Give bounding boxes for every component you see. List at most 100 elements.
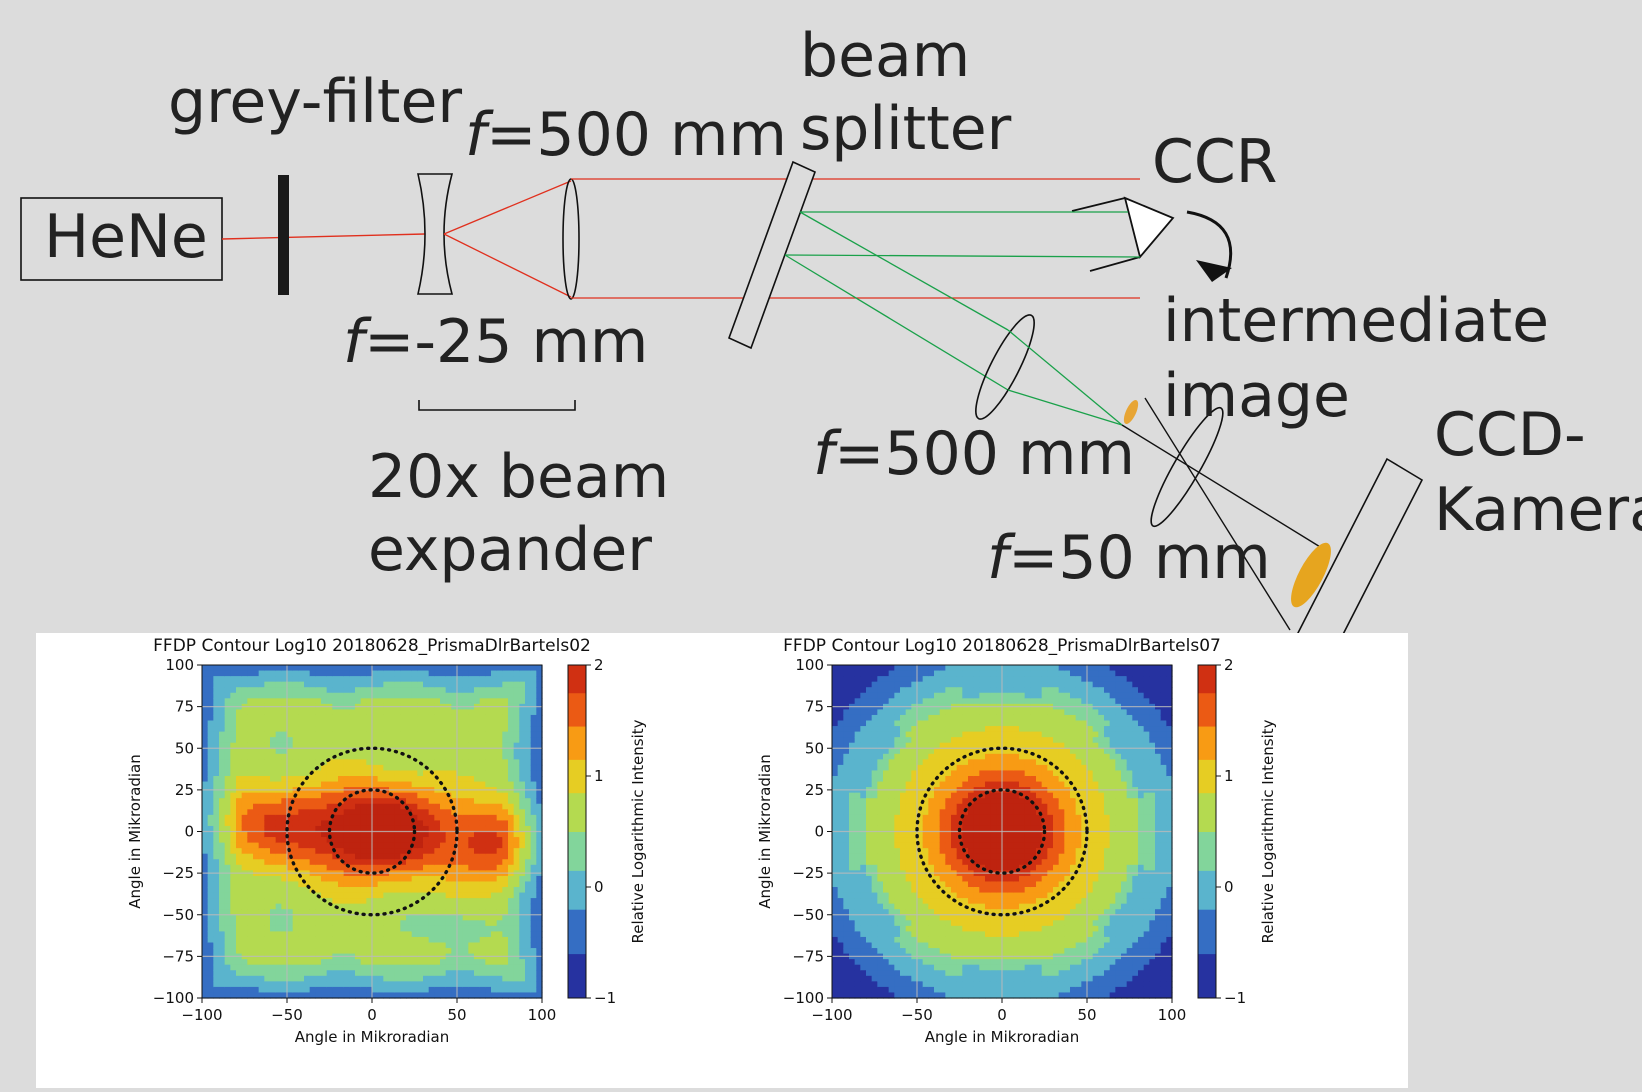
- heatmap-cell: [429, 931, 435, 937]
- heatmap-cell: [372, 904, 378, 910]
- heatmap-cell: [327, 865, 333, 871]
- heatmap-cell: [849, 915, 855, 921]
- heatmap-cell: [412, 693, 418, 699]
- heatmap-cell: [525, 943, 531, 949]
- heatmap-cell: [378, 815, 384, 821]
- heatmap-cell: [372, 832, 378, 838]
- heatmap-cell: [423, 843, 429, 849]
- collimating-lens: [563, 179, 579, 299]
- heatmap-cell: [332, 698, 338, 704]
- heatmap-cell: [468, 920, 474, 926]
- heatmap-cell: [457, 948, 463, 954]
- heatmap-cell: [940, 748, 946, 754]
- heatmap-cell: [293, 671, 299, 677]
- heatmap-cell: [945, 981, 951, 987]
- heatmap-cell: [877, 837, 883, 843]
- green-converge-upper: [1008, 330, 1122, 425]
- heatmap-cell: [940, 687, 946, 693]
- heatmap-cell: [349, 926, 355, 932]
- heatmap-cell: [468, 759, 474, 765]
- heatmap-cell: [855, 981, 861, 987]
- heatmap-cell: [225, 715, 231, 721]
- heatmap-cell: [855, 832, 861, 838]
- heatmap-cell: [383, 737, 389, 743]
- heatmap-cell: [923, 937, 929, 943]
- heatmap-cell: [400, 765, 406, 771]
- heatmap-cell: [423, 804, 429, 810]
- heatmap-cell: [202, 948, 208, 954]
- heatmap-cell: [253, 732, 259, 738]
- heatmap-cell: [310, 959, 316, 965]
- heatmap-cell: [412, 937, 418, 943]
- heatmap-cell: [259, 676, 265, 682]
- heatmap-cell: [361, 709, 367, 715]
- heatmap-cell: [242, 732, 248, 738]
- heatmap-cell: [508, 770, 514, 776]
- heatmap-cell: [253, 809, 259, 815]
- heatmap-cell: [315, 682, 321, 688]
- heatmap-cell: [923, 876, 929, 882]
- heatmap-cell: [259, 715, 265, 721]
- heatmap-cell: [395, 920, 401, 926]
- heatmap-cell: [270, 965, 276, 971]
- heatmap-cell: [519, 837, 525, 843]
- heatmap-cell: [497, 920, 503, 926]
- heatmap-cell: [349, 881, 355, 887]
- heatmap-cell: [928, 987, 934, 993]
- heatmap-cell: [383, 693, 389, 699]
- heatmap-cell: [838, 759, 844, 765]
- heatmap-cell: [491, 748, 497, 754]
- heatmap-cell: [236, 715, 242, 721]
- heatmap-cell: [287, 937, 293, 943]
- heatmap-cell: [417, 970, 423, 976]
- heatmap-cell: [287, 698, 293, 704]
- heatmap-cell: [395, 987, 401, 993]
- heatmap-cell: [310, 665, 316, 671]
- heatmap-cell: [877, 682, 883, 688]
- heatmap-cell: [877, 776, 883, 782]
- heatmap-cell: [412, 682, 418, 688]
- heatmap-cell: [293, 721, 299, 727]
- heatmap-cell: [372, 887, 378, 893]
- heatmap-cell: [440, 765, 446, 771]
- heatmap-cell: [208, 931, 214, 937]
- heatmap-cell: [440, 915, 446, 921]
- heatmap-cell: [945, 832, 951, 838]
- heatmap-cell: [872, 904, 878, 910]
- heatmap-cell: [321, 782, 327, 788]
- heatmap-cell: [270, 804, 276, 810]
- heatmap-cell: [860, 693, 866, 699]
- heatmap-cell: [514, 682, 520, 688]
- heatmap-cell: [934, 715, 940, 721]
- heatmap-cell: [860, 676, 866, 682]
- heatmap-cell: [225, 848, 231, 854]
- heatmap-cell: [253, 843, 259, 849]
- heatmap-cell: [378, 948, 384, 954]
- heatmap-cell: [883, 754, 889, 760]
- heatmap-cell: [508, 687, 514, 693]
- heatmap-cell: [860, 876, 866, 882]
- heatmap-cell: [474, 765, 480, 771]
- heatmap-cell: [894, 898, 900, 904]
- heatmap-cell: [457, 893, 463, 899]
- heatmap-cell: [525, 837, 531, 843]
- heatmap-cell: [332, 737, 338, 743]
- heatmap-cell: [259, 948, 265, 954]
- heatmap-cell: [389, 726, 395, 732]
- heatmap-cell: [945, 748, 951, 754]
- heatmap-cell: [894, 809, 900, 815]
- heatmap-cell: [276, 793, 282, 799]
- heatmap-cell: [474, 726, 480, 732]
- heatmap-cell: [412, 876, 418, 882]
- heatmap-cell: [497, 793, 503, 799]
- heatmap-cell: [321, 793, 327, 799]
- heatmap-cell: [287, 765, 293, 771]
- heatmap-cell: [889, 887, 895, 893]
- red-ray-lower-diverge: [444, 234, 571, 297]
- heatmap-cell: [247, 793, 253, 799]
- heatmap-cell: [502, 926, 508, 932]
- heatmap-cell: [883, 715, 889, 721]
- heatmap-cell: [202, 698, 208, 704]
- heatmap-cell: [519, 770, 525, 776]
- heatmap-cell: [247, 671, 253, 677]
